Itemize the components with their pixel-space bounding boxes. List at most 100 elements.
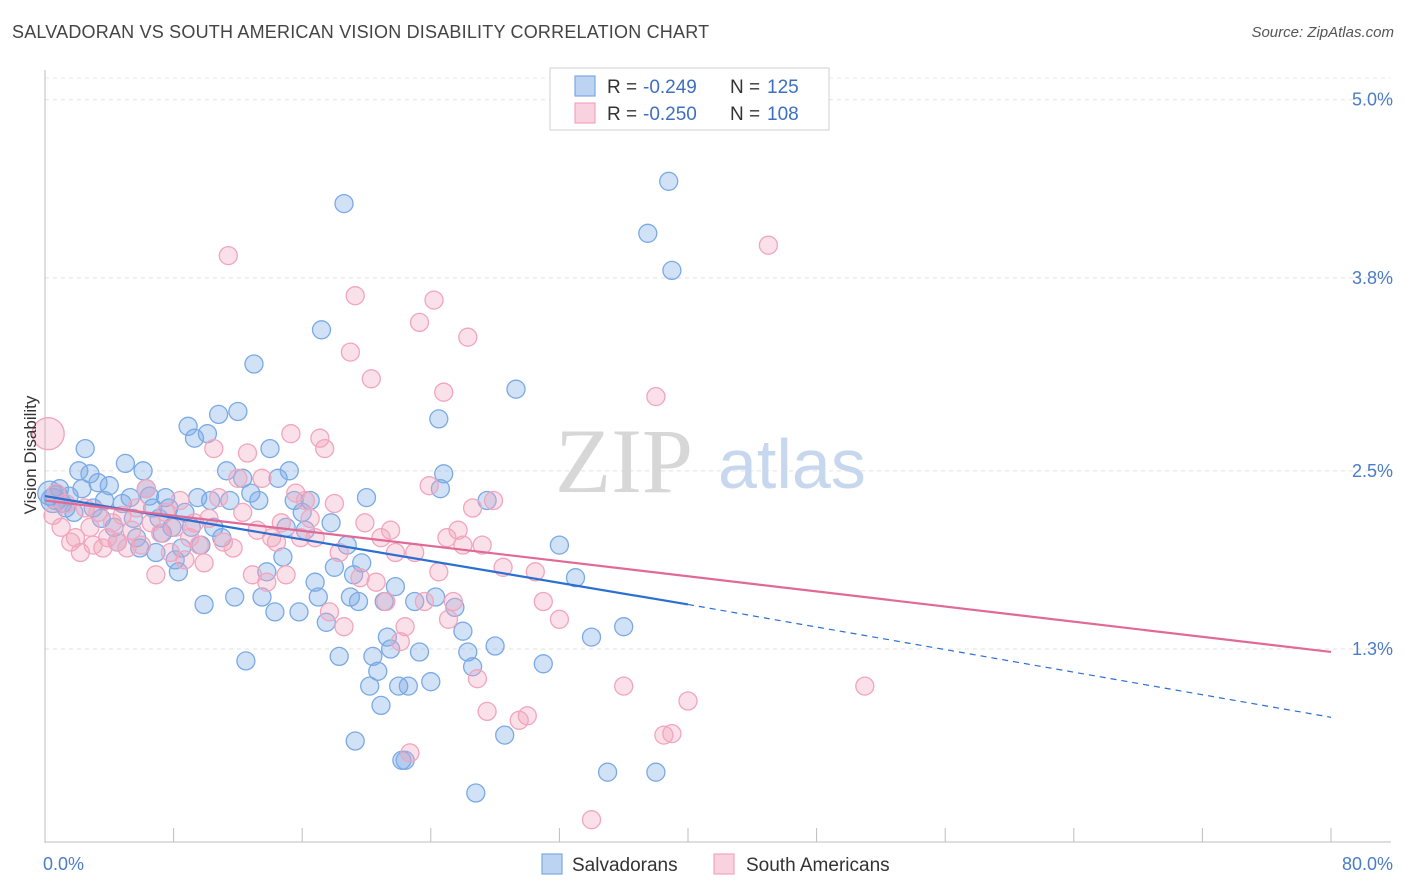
data-point <box>146 565 166 585</box>
data-point <box>310 428 330 448</box>
series-south-americans <box>31 235 875 830</box>
data-point <box>614 676 634 696</box>
data-point <box>345 286 365 306</box>
data-point <box>405 591 425 612</box>
data-point <box>517 706 537 726</box>
data-point <box>93 538 113 558</box>
data-point <box>458 642 478 662</box>
data-point <box>279 461 299 481</box>
data-point <box>363 646 383 667</box>
data-point <box>308 587 328 607</box>
data-point <box>75 438 95 459</box>
data-point <box>678 691 698 711</box>
data-point <box>360 676 380 696</box>
data-point <box>168 562 189 582</box>
data-point <box>390 631 410 652</box>
data-point <box>99 476 119 496</box>
data-point <box>334 193 354 214</box>
data-point <box>443 591 463 612</box>
data-point <box>189 535 209 555</box>
x-tick-label: 0.0% <box>43 854 84 874</box>
data-point <box>855 676 875 696</box>
legend-n-value: 125 <box>767 77 799 98</box>
data-point <box>151 523 171 543</box>
legend-n-label: N = <box>730 104 760 125</box>
chart-title: SALVADORAN VS SOUTH AMERICAN VISION DISA… <box>12 22 710 42</box>
data-point <box>366 572 386 592</box>
bottom-legend-label-south-americans: South Americans <box>746 855 890 876</box>
data-point <box>385 576 406 597</box>
data-point <box>311 320 332 340</box>
data-point <box>506 379 526 399</box>
data-point <box>289 602 309 622</box>
data-point <box>260 438 280 459</box>
source-label: Source: ZipAtlas.com <box>1251 24 1394 41</box>
data-point <box>220 490 240 511</box>
data-point <box>462 498 483 518</box>
trend-line <box>44 499 1332 654</box>
data-point <box>266 532 287 552</box>
data-point <box>102 513 123 533</box>
data-point <box>350 568 370 588</box>
data-point <box>419 476 439 496</box>
legend-box <box>549 67 830 131</box>
legend-n-value: 108 <box>767 104 799 125</box>
data-point <box>646 386 666 407</box>
data-point <box>204 438 224 459</box>
data-point <box>356 487 377 508</box>
data-point <box>409 312 430 333</box>
data-point <box>88 473 108 493</box>
data-point <box>252 468 272 488</box>
data-point <box>257 572 277 592</box>
data-point <box>424 290 444 310</box>
data-point <box>319 602 340 622</box>
data-point <box>495 725 515 745</box>
watermark: ZIP atlas <box>555 410 866 512</box>
data-point <box>31 417 65 451</box>
data-point <box>462 657 483 677</box>
y-tick-label: 3.8% <box>1352 268 1393 288</box>
data-point <box>662 260 682 281</box>
data-point <box>380 520 401 540</box>
data-point <box>533 654 553 674</box>
data-point <box>131 535 152 555</box>
data-point <box>549 535 570 555</box>
data-point <box>477 701 497 722</box>
legend-n-label: N = <box>730 77 760 98</box>
data-point <box>194 553 214 573</box>
data-point <box>213 532 234 552</box>
data-point <box>438 609 459 629</box>
axes <box>44 70 1391 843</box>
data-point <box>421 672 441 692</box>
data-point <box>654 725 674 745</box>
legend-swatch-south-americans <box>574 102 596 124</box>
data-point <box>340 342 361 362</box>
data-point <box>120 487 140 508</box>
data-point <box>65 528 86 548</box>
data-point <box>216 461 237 481</box>
data-point <box>434 464 454 484</box>
data-point <box>425 587 446 607</box>
data-point <box>51 517 71 537</box>
data-point <box>329 646 349 667</box>
data-point <box>244 354 264 374</box>
data-point <box>180 528 200 548</box>
data-point <box>155 487 176 508</box>
bottom-legend-swatch-south-americans <box>713 853 735 875</box>
data-point <box>429 409 449 429</box>
data-point <box>276 565 296 585</box>
data-point <box>525 562 545 582</box>
data-point <box>414 591 435 612</box>
data-point <box>329 542 349 563</box>
data-point <box>758 235 779 255</box>
data-point <box>178 416 198 436</box>
data-point <box>236 651 256 671</box>
data-point <box>352 553 372 573</box>
data-point <box>400 743 420 763</box>
data-point <box>437 528 457 548</box>
data-point <box>659 171 679 191</box>
watermark-zip: ZIP <box>555 410 693 512</box>
data-point <box>175 550 195 570</box>
data-point <box>115 453 136 474</box>
